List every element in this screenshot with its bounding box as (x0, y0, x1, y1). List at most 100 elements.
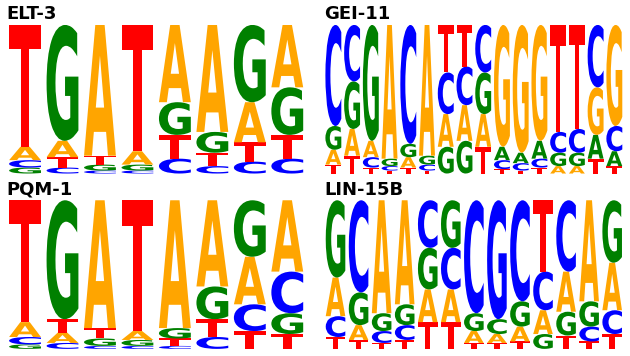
PathPatch shape (418, 248, 437, 289)
PathPatch shape (457, 105, 472, 141)
PathPatch shape (588, 135, 604, 159)
PathPatch shape (159, 339, 191, 346)
PathPatch shape (475, 147, 491, 173)
PathPatch shape (580, 341, 599, 349)
PathPatch shape (122, 200, 153, 331)
PathPatch shape (159, 102, 191, 135)
PathPatch shape (395, 325, 415, 340)
PathPatch shape (9, 168, 41, 173)
PathPatch shape (464, 200, 484, 313)
PathPatch shape (569, 153, 585, 166)
PathPatch shape (533, 200, 553, 272)
PathPatch shape (602, 334, 622, 349)
Text: LIN-15B: LIN-15B (324, 181, 403, 199)
PathPatch shape (326, 200, 345, 278)
PathPatch shape (606, 25, 622, 126)
PathPatch shape (588, 159, 604, 173)
PathPatch shape (569, 129, 585, 153)
PathPatch shape (47, 168, 78, 173)
PathPatch shape (234, 142, 266, 162)
PathPatch shape (234, 102, 266, 142)
PathPatch shape (510, 200, 530, 301)
PathPatch shape (602, 263, 622, 310)
PathPatch shape (418, 289, 437, 322)
PathPatch shape (569, 25, 585, 129)
PathPatch shape (532, 168, 547, 173)
PathPatch shape (606, 151, 622, 166)
PathPatch shape (272, 87, 303, 135)
PathPatch shape (122, 25, 153, 151)
PathPatch shape (569, 166, 585, 173)
PathPatch shape (580, 301, 599, 326)
PathPatch shape (533, 272, 553, 310)
PathPatch shape (457, 67, 472, 105)
PathPatch shape (438, 114, 454, 147)
PathPatch shape (556, 272, 576, 312)
PathPatch shape (382, 171, 398, 173)
PathPatch shape (494, 147, 510, 160)
PathPatch shape (9, 337, 41, 344)
Text: GEI-11: GEI-11 (324, 5, 390, 23)
PathPatch shape (372, 343, 391, 349)
PathPatch shape (363, 141, 379, 157)
PathPatch shape (419, 25, 435, 156)
PathPatch shape (47, 157, 78, 168)
PathPatch shape (122, 340, 153, 346)
PathPatch shape (47, 200, 78, 319)
PathPatch shape (419, 156, 435, 164)
PathPatch shape (344, 82, 360, 129)
PathPatch shape (234, 331, 266, 349)
PathPatch shape (550, 153, 566, 166)
PathPatch shape (159, 346, 191, 349)
PathPatch shape (197, 287, 228, 319)
PathPatch shape (550, 132, 566, 153)
PathPatch shape (349, 200, 369, 292)
PathPatch shape (400, 25, 416, 144)
PathPatch shape (272, 25, 303, 87)
PathPatch shape (441, 289, 461, 322)
PathPatch shape (234, 257, 266, 304)
PathPatch shape (326, 164, 341, 173)
PathPatch shape (326, 126, 341, 150)
PathPatch shape (400, 157, 416, 168)
PathPatch shape (606, 166, 622, 173)
PathPatch shape (84, 200, 116, 328)
PathPatch shape (84, 156, 116, 164)
PathPatch shape (372, 200, 391, 313)
PathPatch shape (438, 147, 454, 173)
PathPatch shape (395, 304, 415, 325)
PathPatch shape (197, 25, 228, 132)
PathPatch shape (438, 73, 454, 114)
PathPatch shape (372, 331, 391, 343)
PathPatch shape (197, 337, 228, 349)
PathPatch shape (159, 328, 191, 339)
PathPatch shape (419, 164, 435, 171)
PathPatch shape (9, 25, 41, 147)
PathPatch shape (363, 157, 379, 168)
PathPatch shape (556, 200, 576, 272)
PathPatch shape (513, 153, 529, 163)
PathPatch shape (475, 25, 491, 73)
PathPatch shape (159, 135, 191, 159)
PathPatch shape (47, 333, 78, 343)
PathPatch shape (344, 156, 360, 173)
PathPatch shape (400, 168, 416, 173)
PathPatch shape (122, 331, 153, 340)
PathPatch shape (122, 164, 153, 171)
PathPatch shape (464, 331, 484, 343)
PathPatch shape (441, 248, 461, 289)
PathPatch shape (533, 310, 553, 334)
PathPatch shape (159, 159, 191, 173)
PathPatch shape (234, 25, 266, 102)
PathPatch shape (344, 129, 360, 156)
PathPatch shape (272, 135, 303, 159)
PathPatch shape (372, 313, 391, 331)
PathPatch shape (234, 200, 266, 257)
PathPatch shape (363, 168, 379, 173)
PathPatch shape (457, 25, 472, 67)
PathPatch shape (494, 169, 510, 173)
PathPatch shape (382, 166, 398, 171)
PathPatch shape (159, 200, 191, 328)
PathPatch shape (487, 319, 507, 334)
PathPatch shape (122, 151, 153, 164)
